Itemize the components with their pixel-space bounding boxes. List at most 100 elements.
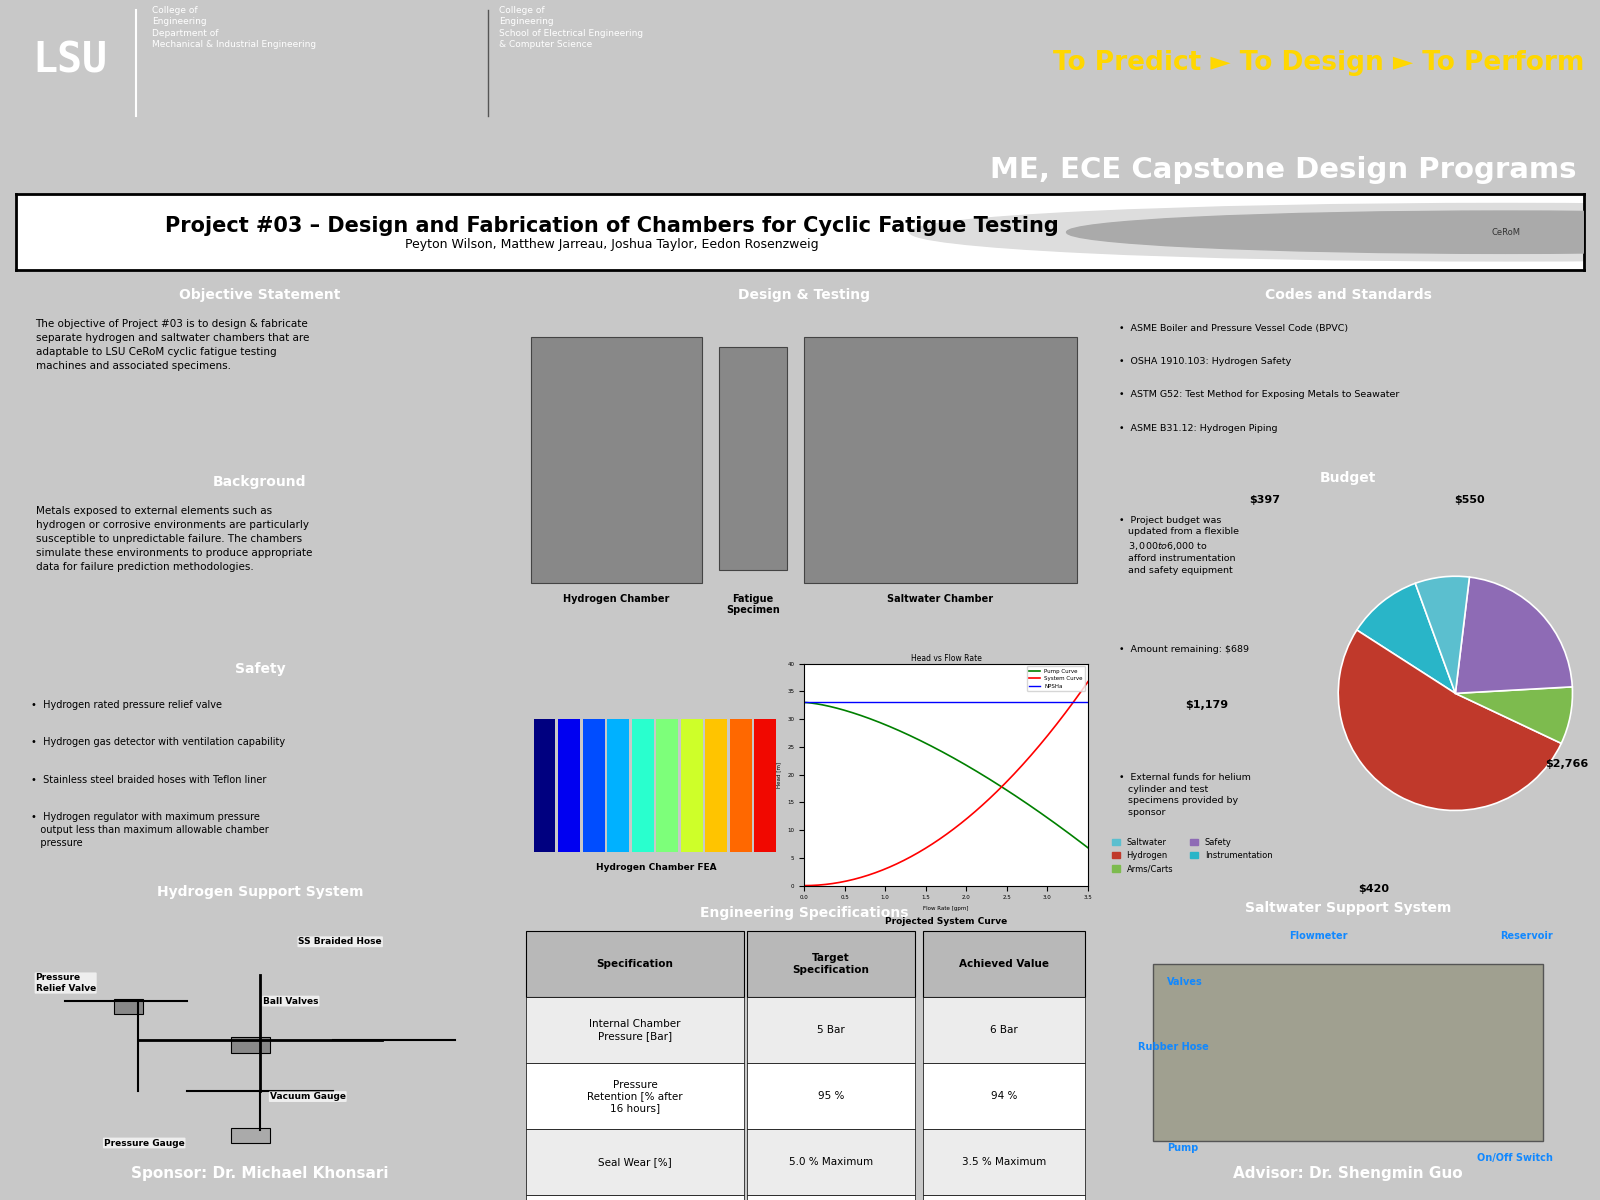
Text: $2,766: $2,766 [1546, 758, 1589, 768]
Text: •  Project budget was
   updated from a flexible
   $3,000 to $6,000 to
   affor: • Project budget was updated from a flex… [1118, 516, 1238, 575]
Text: 5.0 % Maximum: 5.0 % Maximum [789, 1157, 874, 1168]
Bar [114, 998, 142, 1014]
Text: $550: $550 [1454, 496, 1485, 505]
Bar [747, 1195, 915, 1200]
Text: Safety: Safety [235, 662, 285, 676]
System Curve [848, 871, 867, 886]
Text: $397: $397 [1250, 496, 1280, 505]
Text: Target
Specification: Target Specification [792, 953, 869, 974]
Text: Engineering Specifications: Engineering Specifications [699, 906, 909, 919]
Text: Saltwater Support System: Saltwater Support System [1245, 901, 1451, 914]
NPSHa [870, 695, 890, 709]
System Curve [870, 864, 890, 878]
Y-axis label: Head [m]: Head [m] [776, 762, 782, 787]
Circle shape [1067, 211, 1600, 253]
Pump Curve [1078, 841, 1098, 856]
Text: ME, ECE Capstone Design Programs: ME, ECE Capstone Design Programs [989, 156, 1576, 185]
Bar [923, 1129, 1085, 1195]
Text: CeRoM: CeRoM [1491, 228, 1520, 236]
Text: Vacuum Gauge: Vacuum Gauge [270, 1092, 346, 1102]
Text: •  ASME B31.12: Hydrogen Piping: • ASME B31.12: Hydrogen Piping [1118, 424, 1277, 432]
Bar [747, 997, 915, 1063]
Text: •  Stainless steel braided hoses with Teflon liner: • Stainless steel braided hoses with Tef… [30, 775, 266, 785]
Text: Reservoir: Reservoir [1501, 931, 1554, 942]
Text: •  Hydrogen rated pressure relief valve: • Hydrogen rated pressure relief valve [30, 700, 222, 710]
Text: Saltwater Chamber: Saltwater Chamber [888, 594, 994, 604]
Text: Internal Chamber
Pressure [Bar]: Internal Chamber Pressure [Bar] [589, 1019, 680, 1040]
Bar [706, 719, 728, 852]
Text: Metals exposed to external elements such as
hydrogen or corrosive environments a: Metals exposed to external elements such… [35, 506, 312, 572]
Text: Sponsor: Dr. Michael Khonsari: Sponsor: Dr. Michael Khonsari [131, 1166, 389, 1181]
Pump Curve [806, 696, 826, 710]
Bar [923, 1063, 1085, 1129]
Text: Rubber Hose: Rubber Hose [1138, 1043, 1210, 1052]
Bar [1152, 965, 1542, 1140]
Bar [923, 997, 1085, 1063]
Bar [747, 1129, 915, 1195]
NPSHa [1078, 695, 1098, 709]
Pump Curve [848, 707, 867, 721]
Bar [608, 719, 629, 852]
Wedge shape [1456, 686, 1573, 743]
Bar [582, 719, 605, 852]
X-axis label: Flow Rate [gpm]: Flow Rate [gpm] [923, 906, 968, 911]
Legend: Pump Curve, System Curve, NPSHa: Pump Curve, System Curve, NPSHa [1027, 666, 1085, 691]
Text: College of
Engineering
Department of
Mechanical & Industrial Engineering: College of Engineering Department of Mec… [152, 6, 317, 48]
Text: 3.5 % Maximum: 3.5 % Maximum [962, 1157, 1046, 1168]
Text: Budget: Budget [1320, 472, 1376, 485]
Pump Curve [794, 695, 813, 709]
System Curve [806, 878, 826, 893]
Bar [656, 719, 678, 852]
Text: •  Hydrogen regulator with maximum pressure
   output less than maximum allowabl: • Hydrogen regulator with maximum pressu… [30, 812, 269, 847]
System Curve [1064, 695, 1083, 709]
Text: Flowmeter: Flowmeter [1290, 931, 1347, 942]
Bar [682, 719, 702, 852]
Text: Background: Background [213, 475, 307, 488]
Text: On/Off Switch: On/Off Switch [1477, 1153, 1554, 1163]
Text: •  Amount remaining: $689: • Amount remaining: $689 [1118, 644, 1248, 654]
Text: 5 Bar: 5 Bar [818, 1025, 845, 1036]
Wedge shape [1357, 583, 1456, 694]
Text: Fatigue
Specimen: Fatigue Specimen [726, 594, 779, 616]
Line: System Curve: System Curve [803, 682, 1088, 886]
Bar [747, 931, 915, 997]
Bar [526, 1063, 744, 1129]
Text: Seal Wear [%]: Seal Wear [%] [598, 1157, 672, 1168]
Text: To Predict ► To Design ► To Perform: To Predict ► To Design ► To Perform [1053, 50, 1584, 76]
Text: Valves: Valves [1168, 977, 1203, 986]
System Curve [794, 878, 813, 893]
NPSHa [811, 695, 830, 709]
Bar [526, 1129, 744, 1195]
Text: Design & Testing: Design & Testing [738, 288, 870, 301]
NPSHa [848, 695, 867, 709]
Text: Peyton Wilson, Matthew Jarreau, Joshua Taylor, Eedon Rosenzweig: Peyton Wilson, Matthew Jarreau, Joshua T… [405, 238, 819, 251]
Text: •  ASTM G52: Test Method for Exposing Metals to Seawater: • ASTM G52: Test Method for Exposing Met… [1118, 390, 1398, 400]
Bar [718, 348, 787, 570]
Bar [531, 337, 702, 583]
Bar [230, 1037, 270, 1052]
Wedge shape [1456, 577, 1573, 694]
Text: Codes and Standards: Codes and Standards [1264, 288, 1432, 301]
Pump Curve [870, 715, 890, 730]
Wedge shape [1416, 576, 1469, 694]
Text: Specification: Specification [597, 959, 674, 970]
Text: Hydrogen Support System: Hydrogen Support System [157, 886, 363, 899]
Text: Objective Statement: Objective Statement [179, 288, 341, 301]
NPSHa [1054, 695, 1074, 709]
System Curve [811, 877, 830, 892]
Bar [526, 1195, 744, 1200]
Text: Pump: Pump [1168, 1144, 1198, 1153]
NPSHa [794, 695, 813, 709]
Text: Achieved Value: Achieved Value [960, 959, 1050, 970]
Text: College of
Engineering
School of Electrical Engineering
& Computer Science: College of Engineering School of Electri… [499, 6, 643, 48]
Circle shape [910, 204, 1600, 260]
Text: Project #03 – Design and Fabrication of Chambers for Cyclic Fatigue Testing: Project #03 – Design and Fabrication of … [165, 216, 1059, 235]
Pump Curve [1054, 822, 1074, 836]
Bar [730, 719, 752, 852]
Text: •  Hydrogen gas detector with ventilation capability: • Hydrogen gas detector with ventilation… [30, 737, 285, 748]
Title: Head vs Flow Rate: Head vs Flow Rate [910, 654, 981, 662]
System Curve [1078, 674, 1098, 689]
Bar [755, 719, 776, 852]
Text: Advisor: Dr. Shengmin Guo: Advisor: Dr. Shengmin Guo [1234, 1166, 1462, 1181]
Bar [534, 719, 555, 852]
